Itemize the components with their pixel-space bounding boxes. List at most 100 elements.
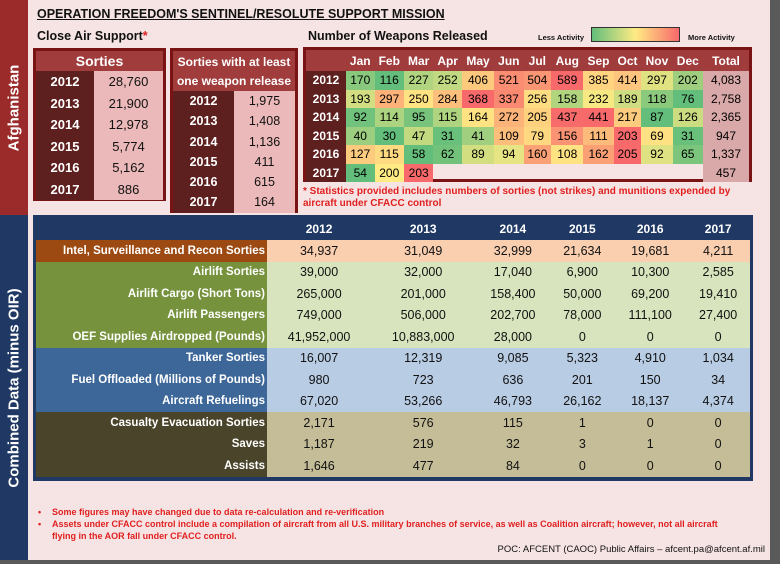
value-cell: 32,000: [371, 261, 476, 283]
combined-row: Intel, Surveillance and Recon Sorties 34,…: [36, 240, 750, 262]
heatmap-cell: 31: [672, 126, 703, 145]
value-cell: 886: [94, 178, 163, 200]
total-cell: 2,758: [703, 89, 749, 108]
note-item: Some figures may have changed due to dat…: [38, 506, 738, 518]
value-cell: 12,319: [371, 347, 476, 369]
value-cell: 1,646: [267, 455, 372, 477]
table-row: 2017 164: [173, 192, 295, 213]
value-cell: 5,774: [94, 135, 163, 157]
legend-more-activity: More Activity: [688, 33, 735, 42]
value-cell: 202,700: [475, 304, 551, 326]
total-cell: 457: [703, 163, 749, 182]
heatmap-cell: 111: [583, 126, 614, 145]
heatmap-cell: 217: [613, 108, 642, 127]
notes-list: Some figures may have changed due to dat…: [38, 506, 738, 542]
heatmap-cell: 40: [346, 126, 375, 145]
heatmap-cell: 200: [374, 163, 404, 182]
value-cell: 150: [614, 369, 687, 391]
value-cell: 0: [686, 326, 750, 348]
afghanistan-label-text: Afghanistan: [5, 64, 23, 151]
heatmap-cell: 87: [641, 108, 673, 127]
value-cell: 1: [550, 412, 615, 434]
year-cell: 2015: [173, 151, 234, 173]
value-cell: 576: [371, 412, 476, 434]
value-cell: 2,171: [267, 412, 372, 434]
month-header: May: [461, 50, 495, 71]
heatmap-row: 2013 193 297 250 284 368 337 256 158 232 189 118 76 2…: [306, 89, 749, 108]
heatmap-cell: 89: [461, 145, 495, 164]
value-cell: 2,585: [686, 261, 750, 283]
value-cell: 34,937: [267, 240, 372, 262]
year-cell: 2012: [173, 91, 234, 112]
heatmap-cell: [462, 164, 494, 183]
value-cell: 5,323: [550, 347, 615, 369]
heatmap-cell: [583, 164, 613, 183]
heatmap-cell: 250: [403, 89, 434, 108]
heatmap-cell: 437: [551, 108, 584, 127]
legend-gradient: [591, 27, 680, 42]
year-cell: 2013: [173, 111, 234, 132]
value-cell: 0: [686, 412, 750, 434]
month-header: Jul: [523, 50, 552, 71]
row-label: Fuel Offloaded (Millions of Pounds): [36, 369, 267, 391]
row-label: Saves: [36, 433, 267, 455]
heatmap-cell: 115: [374, 145, 404, 164]
month-header: Apr: [433, 50, 462, 71]
value-cell: 506,000: [371, 304, 476, 326]
year-header: 2013: [409, 222, 437, 236]
year-cell: 2015: [306, 126, 346, 145]
combined-row: Airlift Cargo (Short Tons) 265,000 201,000…: [36, 283, 750, 305]
heatmap-cell: 160: [523, 145, 552, 164]
value-cell: 477: [371, 455, 476, 477]
value-cell: 10,300: [614, 261, 687, 283]
total-cell: 947: [703, 126, 749, 145]
value-cell: 9,085: [475, 347, 551, 369]
year-cell: 2014: [306, 108, 346, 127]
heatmap-cell: 114: [374, 108, 404, 127]
heatmap-cell: 92: [641, 145, 673, 164]
heatmap-cell: [614, 164, 642, 183]
value-cell: 16,007: [267, 347, 372, 369]
combined-row: Saves 1,187 219 32 3 1 0: [36, 433, 750, 455]
value-cell: 3: [550, 433, 615, 455]
value-cell: 158,400: [475, 283, 551, 305]
year-header: 2014: [499, 222, 527, 236]
value-cell: 31,049: [371, 240, 476, 262]
heatmap-cell: 65: [672, 145, 703, 164]
heatmap-cell: 203: [403, 163, 434, 182]
poc-contact: POC: AFCENT (CAOC) Public Affairs – afce…: [497, 544, 765, 555]
year-cell: 2015: [36, 135, 94, 157]
value-cell: 636: [475, 369, 551, 391]
value-cell: 50,000: [550, 283, 615, 305]
value-cell: 749,000: [267, 304, 372, 326]
heatmap-cell: 272: [494, 108, 524, 127]
corner-cell: [36, 218, 267, 240]
heatmap-cell: [673, 164, 703, 183]
legend-less-activity: Less Activity: [538, 33, 584, 42]
heatmap-cell: 30: [374, 126, 404, 145]
heatmap-cell: 54: [346, 163, 375, 182]
heatmap-cell: 156: [551, 126, 584, 145]
value-cell: 0: [550, 326, 615, 348]
value-cell: 26,162: [550, 390, 615, 412]
value-cell: 67,020: [267, 390, 372, 412]
table-row: 2015 411: [173, 151, 295, 173]
month-header: Dec: [672, 50, 703, 71]
heatmap-cell: [433, 164, 462, 183]
value-cell: 1,187: [267, 433, 372, 455]
month-header: Aug: [551, 50, 584, 71]
heatmap-row: 2016 127 115 58 62 89 94 160 108 162 205 92 65 1,337: [306, 145, 749, 164]
heatmap-cell: [524, 164, 552, 183]
combined-label-text: Combined Data (minus OIR): [5, 287, 23, 488]
table-row: 2014 1,136: [173, 131, 295, 152]
heatmap-cell: 76: [672, 89, 703, 108]
heatmap-cell: 202: [672, 71, 703, 90]
row-label: Tanker Sorties: [36, 347, 267, 369]
note-item: Assets under CFACC control include a com…: [38, 518, 738, 542]
heatmap-row: 2017 54 200 203 457: [306, 163, 749, 183]
value-cell: 34: [686, 369, 750, 391]
heatmap-cell: 115: [433, 108, 462, 127]
row-label: Airlift Sorties: [36, 261, 267, 283]
heatmap-cell: 127: [346, 145, 375, 164]
year-cell: 2013: [306, 89, 346, 108]
